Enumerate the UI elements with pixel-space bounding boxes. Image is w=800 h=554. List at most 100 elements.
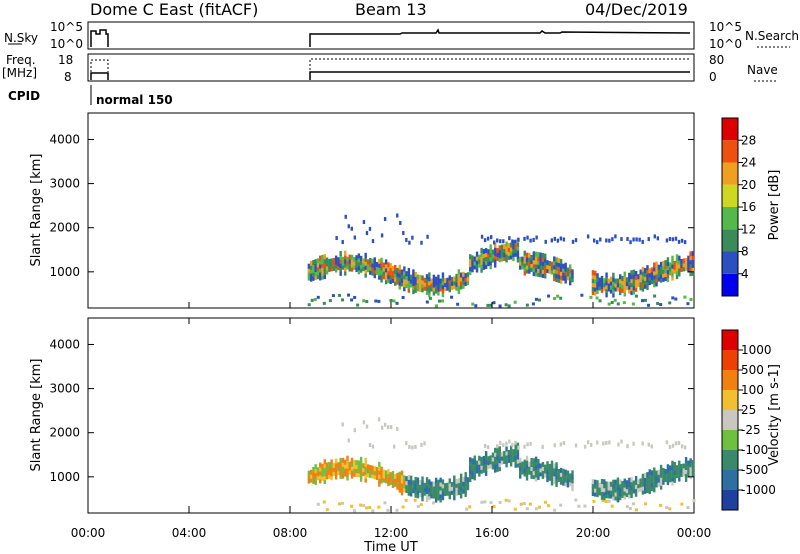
echo-cell: [682, 262, 686, 268]
echo-cell: [553, 236, 557, 241]
echo-cell: [471, 263, 474, 269]
echo-cell: [359, 460, 363, 466]
echo-cell: [355, 255, 358, 261]
echo-cell: [307, 271, 311, 277]
echo-cell: [550, 460, 554, 466]
freq-label-1: Freq.: [6, 53, 36, 67]
scatter-cell: [513, 507, 517, 511]
freq-strip-frame: [87, 53, 695, 82]
echo-cell: [680, 467, 683, 473]
echo-cell: [319, 478, 322, 484]
echo-cell: [344, 270, 347, 276]
echo-cell: [616, 497, 620, 503]
scatter-cell: [425, 300, 429, 304]
echo-cell: [484, 451, 488, 457]
echo-cell: [491, 452, 495, 458]
echo-cell: [480, 263, 483, 269]
echo-cell: [459, 477, 463, 483]
echo-cell: [653, 467, 656, 473]
echo-cell: [394, 272, 397, 278]
echo-cell: [332, 257, 336, 263]
echo-cell: [357, 269, 361, 275]
echo-cell: [605, 292, 608, 298]
echo-cell: [459, 276, 463, 282]
echo-cell: [566, 474, 570, 480]
echo-cell: [666, 265, 670, 271]
echo-cell: [656, 236, 660, 241]
echo-cell: [450, 284, 454, 290]
echo-cell: [432, 493, 436, 499]
echo-cell: [535, 235, 538, 240]
echo-cell: [323, 266, 326, 272]
echo-cell: [505, 441, 508, 446]
echo-cell: [335, 236, 338, 241]
echo-cell: [419, 479, 422, 485]
x-tick-label: 00:00: [71, 526, 106, 540]
echo-cell: [599, 237, 602, 242]
scatter-cell: [504, 303, 508, 307]
echo-cell: [607, 282, 611, 288]
echo-cell: [546, 469, 549, 475]
echo-cell: [405, 441, 408, 446]
echo-cell: [414, 480, 417, 486]
echo-cell: [674, 441, 678, 446]
echo-cell: [591, 483, 595, 489]
echo-cell: [544, 468, 547, 474]
echo-cell: [691, 467, 695, 473]
echo-cell: [557, 472, 561, 478]
scatter-cell: [353, 295, 357, 299]
echo-cell: [421, 279, 424, 285]
echo-cell: [373, 257, 376, 263]
echo-cell: [571, 478, 574, 484]
echo-cell: [557, 258, 561, 264]
echo-cell: [671, 476, 674, 482]
echo-cell: [671, 464, 674, 470]
echo-cell: [525, 256, 529, 262]
echo-cell: [466, 280, 470, 286]
echo-cell: [412, 273, 415, 279]
echo-cell: [634, 286, 638, 292]
echo-cell: [657, 477, 661, 483]
echo-cell: [419, 274, 422, 280]
echo-cell: [441, 487, 445, 493]
echo-cell: [503, 251, 506, 257]
echo-cell: [464, 491, 467, 497]
echo-cell: [625, 480, 629, 486]
echo-cell: [391, 478, 395, 484]
echo-cell: [446, 277, 449, 283]
echo-cell: [628, 284, 631, 290]
echo-cell: [398, 280, 401, 286]
echo-cell: [346, 471, 349, 477]
echo-cell: [594, 479, 597, 485]
echo-cell: [396, 426, 399, 431]
echo-cell: [639, 277, 642, 283]
echo-cell: [555, 482, 558, 488]
echo-cell: [684, 258, 688, 264]
echo-cell: [666, 277, 670, 283]
echo-cell: [509, 461, 513, 467]
scatter-cell: [365, 300, 369, 304]
echo-cell: [396, 480, 399, 486]
echo-cell: [553, 471, 556, 477]
echo-cell: [403, 266, 406, 272]
echo-cell: [348, 254, 351, 260]
echo-cell: [482, 260, 486, 266]
echo-cell: [444, 487, 447, 493]
echo-cell: [334, 267, 338, 273]
echo-cell: [341, 473, 345, 479]
echo-cell: [498, 253, 501, 259]
echo-cell: [484, 259, 488, 265]
echo-cell: [457, 285, 461, 291]
echo-cell: [591, 270, 595, 276]
echo-cell: [350, 254, 354, 260]
echo-cell: [394, 264, 397, 270]
scatter-cell: [313, 297, 317, 301]
echo-cell: [559, 475, 563, 481]
echo-cell: [384, 275, 388, 281]
echo-cell: [671, 468, 674, 474]
echo-cell: [614, 234, 617, 239]
echo-cell: [562, 441, 566, 446]
echo-cell: [569, 280, 572, 286]
scatter-cell: [604, 500, 608, 504]
echo-cell: [528, 252, 531, 258]
